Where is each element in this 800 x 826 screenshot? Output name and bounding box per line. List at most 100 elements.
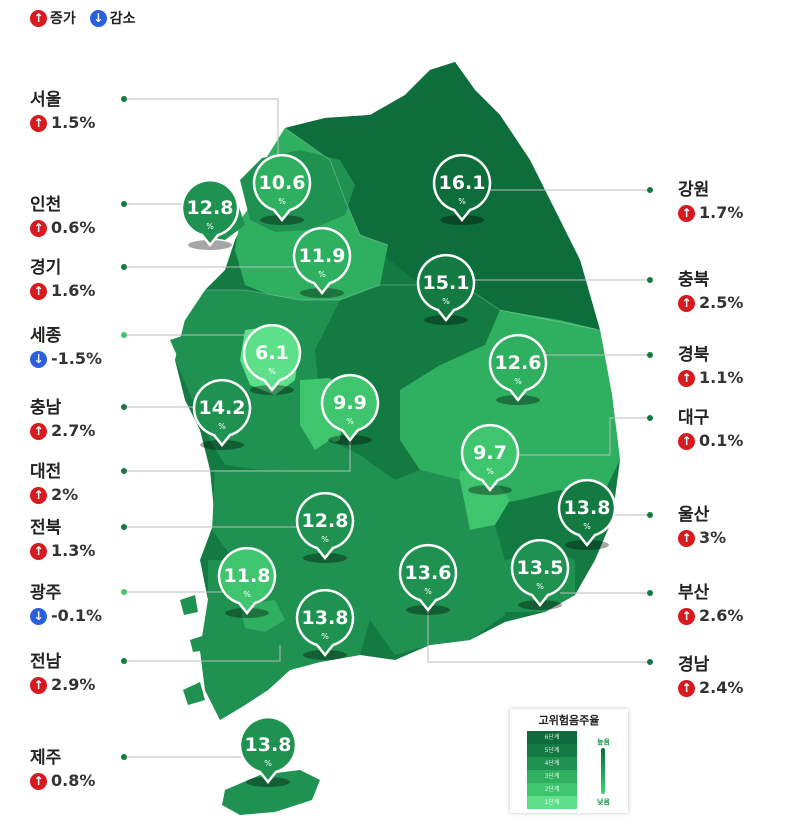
region-change-value: 2.9% xyxy=(51,675,96,695)
region-jeju-shape xyxy=(222,770,320,815)
pin-value: 12.8 xyxy=(187,197,234,219)
pin-unit: % xyxy=(264,759,272,768)
legend-increase: ↑ 증가 xyxy=(30,8,76,28)
region-change: ↑ 1.5% xyxy=(30,113,95,133)
scale-legend-title: 고위험음주율 xyxy=(538,714,600,727)
region-name: 부산 xyxy=(678,583,710,603)
scale-step-1: 1단계 xyxy=(527,796,577,809)
value-pin: 11.9% xyxy=(292,227,352,298)
leader-dot xyxy=(121,201,127,207)
region-change-value: 0.6% xyxy=(51,218,96,238)
pin-value: 9.7 xyxy=(473,442,507,464)
pin-bubble xyxy=(320,374,380,443)
region-name: 경기 xyxy=(30,258,62,278)
up-arrow-icon: ↑ xyxy=(678,679,695,697)
value-pin: 9.7% xyxy=(460,424,520,495)
up-arrow-icon: ↑ xyxy=(30,219,47,237)
leader-line xyxy=(124,98,279,165)
region-change-value: 2.4% xyxy=(699,678,744,698)
pin-value: 13.5 xyxy=(517,557,564,579)
value-pin: 13.8% xyxy=(557,479,617,550)
leader-dot xyxy=(121,754,127,760)
pin-bubble xyxy=(295,589,355,658)
region-name: 전남 xyxy=(30,652,62,672)
pin-unit: % xyxy=(318,270,326,279)
leader-dot xyxy=(121,524,127,530)
region-name: 경북 xyxy=(678,345,710,365)
value-pin: 12.8% xyxy=(180,179,240,250)
value-pin: 13.8% xyxy=(295,589,355,660)
value-pin: 13.5% xyxy=(510,539,570,610)
scale-step-3: 3단계 xyxy=(527,770,577,783)
region-label: 광주 ↓ -0.1% xyxy=(30,583,102,626)
region-change: ↑ 1.6% xyxy=(30,281,95,301)
region-name: 세종 xyxy=(30,326,62,346)
value-pin: 6.1% xyxy=(242,324,302,395)
leader-dot xyxy=(121,589,127,595)
pin-bubble xyxy=(416,254,476,323)
leader-dot xyxy=(121,96,127,102)
pin-bubble xyxy=(460,424,520,493)
pin-value: 9.9 xyxy=(333,392,367,414)
pin-bubble xyxy=(217,547,277,616)
region-label: 강원 ↑ 1.7% xyxy=(678,180,743,223)
value-pin: 16.1% xyxy=(432,154,492,225)
pin-value: 12.6 xyxy=(495,352,542,374)
up-arrow-icon: ↑ xyxy=(30,9,47,27)
pin-unit: % xyxy=(218,422,226,431)
region-change: ↑ 2% xyxy=(30,485,78,505)
value-pin: 13.8% xyxy=(238,716,298,787)
value-pins: 10.6%12.8%11.9%6.1%14.2%9.9%12.8%11.8%13… xyxy=(180,154,617,787)
value-pin: 14.2% xyxy=(192,379,252,450)
pin-value: 14.2 xyxy=(199,397,246,419)
leader-line xyxy=(124,440,351,472)
value-pin: 11.8% xyxy=(217,547,277,618)
up-arrow-icon: ↑ xyxy=(30,542,47,560)
region-label: 인천 ↑ 0.6% xyxy=(30,195,95,238)
region-label: 전남 ↑ 2.9% xyxy=(30,652,95,695)
pin-unit: % xyxy=(486,467,494,476)
pin-unit: % xyxy=(514,377,522,386)
region-change-value: 2.7% xyxy=(51,421,96,441)
region-label: 대구 ↑ 0.1% xyxy=(678,408,743,451)
region-label: 대전 ↑ 2% xyxy=(30,462,78,505)
pin-value: 15.1 xyxy=(423,272,470,294)
region-change-value: 2.6% xyxy=(699,606,744,626)
region-label: 부산 ↑ 2.6% xyxy=(678,583,743,626)
leader-dot xyxy=(647,512,653,518)
pin-bubble xyxy=(252,154,312,223)
region-change: ↑ 1.1% xyxy=(678,368,743,388)
region-label: 울산 ↑ 3% xyxy=(678,505,726,548)
pin-bubble xyxy=(180,179,240,248)
region-change-value: -0.1% xyxy=(51,606,103,626)
region-label: 서울 ↑ 1.5% xyxy=(30,90,95,133)
up-arrow-icon: ↑ xyxy=(678,204,695,222)
pin-value: 13.6 xyxy=(405,562,452,584)
region-name: 대전 xyxy=(30,462,62,482)
value-pin: 12.8% xyxy=(295,492,355,563)
region-change: ↓ -0.1% xyxy=(30,606,102,626)
region-change: ↑ 1.3% xyxy=(30,541,95,561)
region-name: 울산 xyxy=(678,505,710,525)
down-arrow-icon: ↓ xyxy=(30,350,47,368)
scale-arrow-icon xyxy=(601,748,605,794)
pin-unit: % xyxy=(321,535,329,544)
leader-dot xyxy=(647,277,653,283)
region-label: 세종 ↓ -1.5% xyxy=(30,326,102,369)
region-change-value: 2% xyxy=(51,485,79,505)
up-arrow-icon: ↑ xyxy=(30,282,47,300)
region-change-value: 1.7% xyxy=(699,203,744,223)
region-name: 전북 xyxy=(30,518,62,538)
pin-value: 16.1 xyxy=(439,172,486,194)
region-change-value: 3% xyxy=(699,528,727,548)
region-change: ↑ 0.6% xyxy=(30,218,95,238)
pin-unit: % xyxy=(321,632,329,641)
region-name: 경남 xyxy=(678,655,710,675)
up-arrow-icon: ↑ xyxy=(678,607,695,625)
leader-dot xyxy=(647,590,653,596)
leader-line xyxy=(515,417,650,456)
region-change: ↑ 2.5% xyxy=(678,293,743,313)
pin-bubble xyxy=(398,544,458,613)
region-change-value: 1.6% xyxy=(51,281,96,301)
